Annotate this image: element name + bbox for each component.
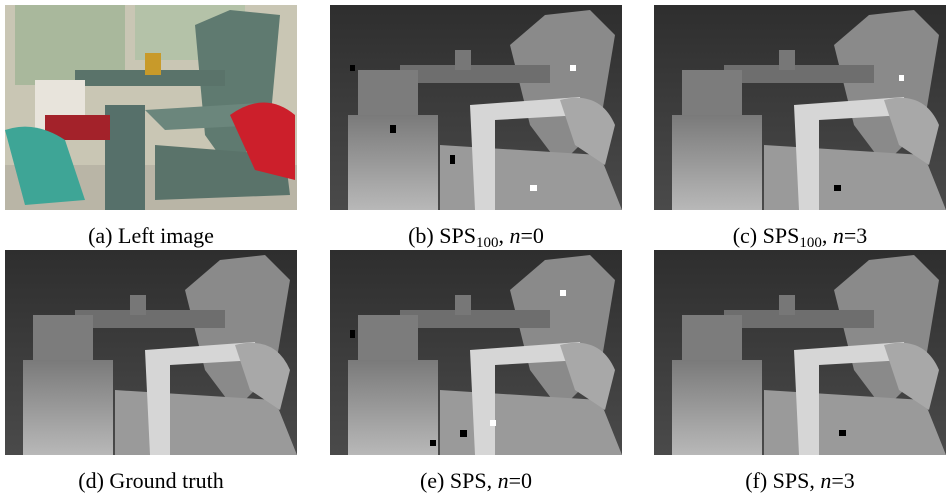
caption-text: (a) Left image [88, 223, 214, 248]
figure: (a) Left image (b) SPS100, n=0 (c) SPS10… [0, 0, 949, 488]
caption-text: (e) SPS, [420, 468, 498, 493]
caption-text: =0 [520, 223, 543, 248]
caption-text: , [498, 223, 509, 248]
panel: (e) SPS, n=0 [330, 250, 622, 494]
caption-text: n [509, 223, 520, 248]
caption: (e) SPS, n=0 [330, 468, 622, 494]
disparity-map [330, 250, 622, 455]
panel: (d) Ground truth [5, 250, 297, 494]
panel: (f) SPS, n=3 [654, 250, 946, 494]
caption: (d) Ground truth [5, 468, 297, 494]
caption-text: , [822, 223, 833, 248]
caption-text: (d) Ground truth [78, 468, 223, 493]
caption-text: (c) SPS [733, 223, 800, 248]
caption: (a) Left image [5, 223, 297, 249]
caption-text: (f) SPS, [745, 468, 820, 493]
caption-text: =0 [509, 468, 532, 493]
caption-text: =3 [844, 223, 867, 248]
panel: (b) SPS100, n=0 [330, 5, 622, 249]
left-image [5, 5, 297, 210]
caption-text: =3 [831, 468, 854, 493]
panel: (a) Left image [5, 5, 297, 249]
disparity-map [654, 250, 946, 455]
caption-text: (b) SPS [408, 223, 476, 248]
caption-text: n [498, 468, 509, 493]
caption-text: 100 [476, 235, 499, 251]
caption-text: n [833, 223, 844, 248]
disparity-map [654, 5, 946, 210]
panel: (c) SPS100, n=3 [654, 5, 946, 249]
ground-truth [5, 250, 297, 455]
caption: (f) SPS, n=3 [654, 468, 946, 494]
caption: (b) SPS100, n=0 [330, 223, 622, 249]
disparity-map [330, 5, 622, 210]
caption: (c) SPS100, n=3 [654, 223, 946, 249]
caption-text: n [820, 468, 831, 493]
caption-text: 100 [799, 235, 822, 251]
